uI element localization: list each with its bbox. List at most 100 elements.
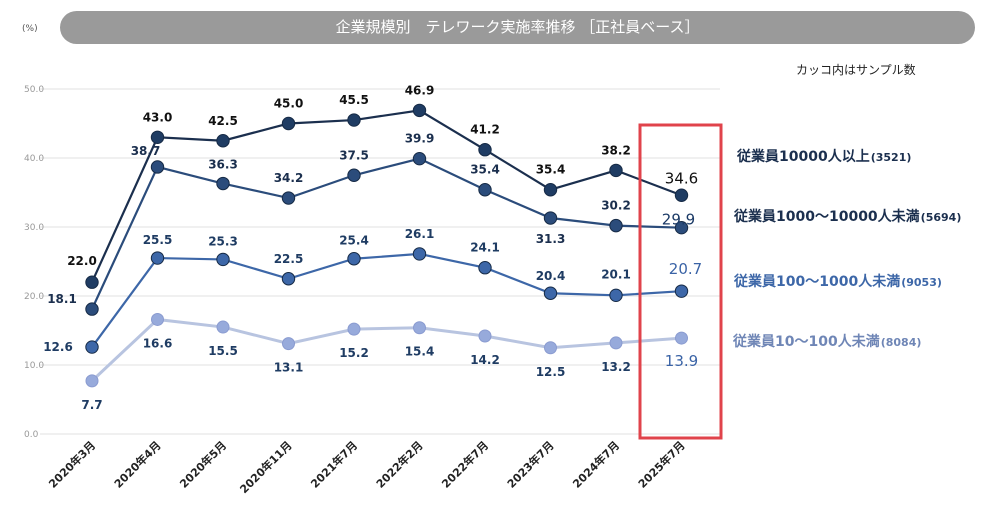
series-legend: 従業員10000人以上(3521)従業員1000～10000人未満(5694)従… xyxy=(732,148,961,350)
data-label: 12.5 xyxy=(536,365,566,379)
data-label: 25.4 xyxy=(339,234,369,248)
data-label: 25.5 xyxy=(143,233,173,247)
data-point xyxy=(675,331,688,345)
x-category-label: 2025年7月 xyxy=(635,438,688,491)
data-label: 22.0 xyxy=(67,254,97,268)
chart-title: 企業規模別 テレワーク実施率推移 ［正社員ベース］ xyxy=(60,11,975,44)
data-point xyxy=(674,188,689,202)
series-markers xyxy=(85,103,689,388)
data-label: 42.5 xyxy=(208,114,238,128)
y-tick-label: 30.0 xyxy=(24,223,44,233)
data-label: 34.6 xyxy=(665,169,698,187)
data-label: 46.9 xyxy=(405,83,435,97)
data-label: 30.2 xyxy=(601,199,631,213)
data-point xyxy=(282,337,295,351)
sample-size-note: カッコ内はサンプル数 xyxy=(796,63,916,77)
data-point xyxy=(478,329,492,343)
data-label: 15.4 xyxy=(405,345,435,359)
data-point xyxy=(478,261,492,275)
y-axis-ticks: 0.0 10.0 20.0 30.0 40.0 50.0 xyxy=(24,85,44,440)
data-point xyxy=(151,312,164,326)
x-category-label: 2021年7月 xyxy=(308,438,361,491)
x-category-label: 2020年5月 xyxy=(177,438,230,491)
data-point xyxy=(543,286,558,300)
data-label: 38.7 xyxy=(131,144,161,158)
data-point xyxy=(150,160,165,174)
y-tick-label: 50.0 xyxy=(24,85,44,95)
legend-label: 従業員100～1000人未満(9053) xyxy=(733,273,942,290)
series-line xyxy=(91,157,682,310)
data-point xyxy=(543,211,558,225)
x-category-label: 2024年7月 xyxy=(570,438,623,491)
data-point xyxy=(281,191,296,205)
data-point xyxy=(544,341,557,355)
legend-label: 従業員1000～10000人未満(5694) xyxy=(733,208,961,225)
data-point xyxy=(85,302,99,316)
data-label: 43.0 xyxy=(143,110,173,124)
data-label: 15.5 xyxy=(208,344,238,358)
data-label: 45.5 xyxy=(339,93,369,107)
data-label: 38.2 xyxy=(601,143,631,157)
legend-label: 従業員10000人以上(3521) xyxy=(736,148,911,165)
data-point xyxy=(216,320,230,334)
data-point xyxy=(347,322,361,336)
data-point xyxy=(347,168,361,182)
legend-series-name: 従業員100～1000人未満 xyxy=(733,273,900,290)
data-point xyxy=(150,251,165,265)
data-label: 22.5 xyxy=(274,252,304,266)
data-point xyxy=(216,134,230,148)
legend-series-name: 従業員10000人以上 xyxy=(736,148,870,165)
data-point xyxy=(413,321,426,335)
x-category-label: 2020年3月 xyxy=(46,438,99,491)
data-label: 25.3 xyxy=(208,234,238,248)
data-label: 29.9 xyxy=(662,211,695,229)
data-point xyxy=(543,183,558,197)
data-point xyxy=(609,288,623,303)
y-tick-label: 0.0 xyxy=(24,430,39,440)
data-label: 24.1 xyxy=(470,241,500,255)
data-label: 20.1 xyxy=(601,267,631,281)
legend-sample-size: (3521) xyxy=(871,151,912,164)
data-point xyxy=(347,252,361,266)
series-line xyxy=(91,252,682,348)
data-point xyxy=(85,275,99,289)
data-point xyxy=(674,284,689,298)
data-label: 39.9 xyxy=(405,132,435,146)
x-category-label: 2023年7月 xyxy=(504,438,557,491)
data-label: 41.2 xyxy=(470,123,500,137)
legend-sample-size: (8084) xyxy=(881,336,922,349)
data-label: 13.2 xyxy=(601,360,631,374)
data-label: 35.4 xyxy=(470,163,500,177)
data-point xyxy=(412,247,427,261)
data-point xyxy=(412,151,427,166)
data-point xyxy=(609,163,623,178)
data-label: 37.5 xyxy=(339,148,369,162)
data-label: 20.4 xyxy=(536,269,566,283)
x-axis-categories: 2020年3月 2020年4月 2020年5月 2020年11月 2021年7月 2022… xyxy=(46,438,688,496)
data-label: 20.7 xyxy=(669,260,702,278)
gridlines xyxy=(40,88,720,435)
data-point xyxy=(347,113,361,127)
data-point xyxy=(478,183,492,197)
series-line xyxy=(90,317,682,382)
legend-sample-size: (9053) xyxy=(901,276,942,289)
data-point xyxy=(281,272,296,286)
data-label: 18.1 xyxy=(47,292,77,306)
data-label: 34.2 xyxy=(274,171,304,185)
series-lines xyxy=(90,109,682,382)
data-label: 16.6 xyxy=(143,336,173,350)
data-label: 31.3 xyxy=(536,232,566,246)
highlight-box-2025 xyxy=(638,123,723,440)
legend-series-name: 従業員1000～10000人未満 xyxy=(733,208,920,225)
data-point xyxy=(150,130,165,145)
data-label: 15.2 xyxy=(339,346,369,360)
data-label: 35.4 xyxy=(536,163,566,177)
data-label: 26.1 xyxy=(405,227,435,241)
data-label: 13.1 xyxy=(274,361,304,375)
data-point xyxy=(478,143,492,157)
data-point xyxy=(85,340,99,354)
series-line xyxy=(90,109,682,283)
data-point xyxy=(85,374,99,388)
data-point xyxy=(674,220,689,235)
